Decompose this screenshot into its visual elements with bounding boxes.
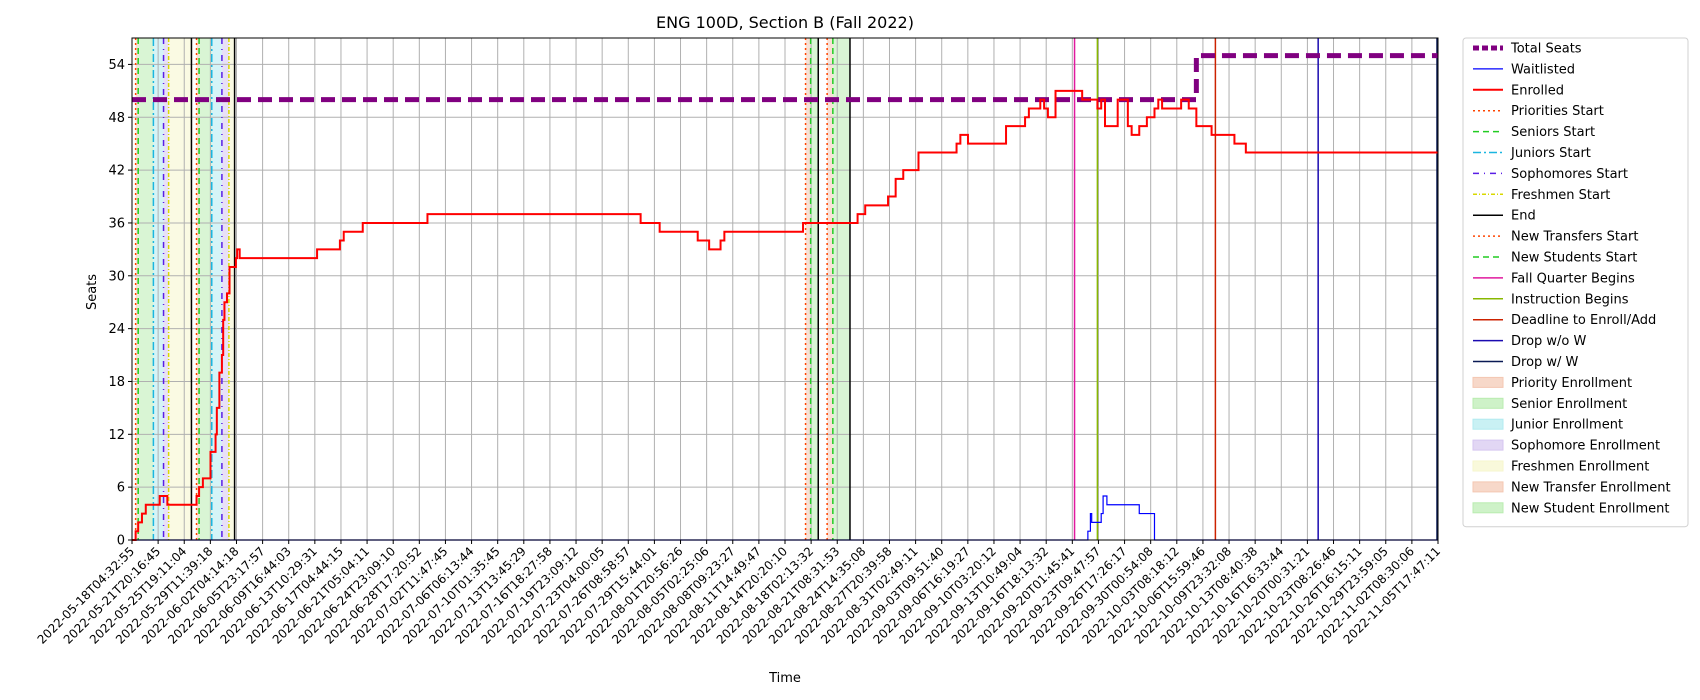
shade-priority-enrollment xyxy=(135,38,139,540)
legend-label-drop-w-w: Drop w/ W xyxy=(1511,355,1579,370)
y-tick-label: 6 xyxy=(117,481,125,496)
legend: Total Seats Waitlisted Enrolled Priorities … xyxy=(1462,37,1689,528)
legend-label-new-transfer-enrollment: New Transfer Enrollment xyxy=(1511,480,1671,495)
y-tick-label: 18 xyxy=(108,375,125,390)
legend-label-seniors-start: Seniors Start xyxy=(1511,125,1595,140)
shade-junior-enrollment xyxy=(211,38,222,540)
shade-senior-enrollment xyxy=(138,38,154,540)
shade-sophomore-enrollment xyxy=(163,38,169,540)
shade-freshmen-enrollment xyxy=(228,38,235,540)
legend-label-end: End xyxy=(1511,209,1536,224)
legend-label-drop-w-o-w: Drop w/o W xyxy=(1511,334,1587,349)
shade-freshmen-enrollment xyxy=(168,38,192,540)
legend-label-new-transfers-start: New Transfers Start xyxy=(1511,230,1638,245)
legend-swatch-sophomore-enrollment xyxy=(1472,439,1504,451)
legend-label-instruction-begins: Instruction Begins xyxy=(1511,292,1629,307)
y-tick-label: 12 xyxy=(108,428,125,443)
legend-label-freshmen-enrollment: Freshmen Enrollment xyxy=(1511,460,1649,475)
legend-swatch-junior-enrollment xyxy=(1472,418,1504,430)
legend-label-sophomore-enrollment: Sophomore Enrollment xyxy=(1511,439,1660,454)
legend-label-priority-enrollment: Priority Enrollment xyxy=(1511,376,1632,391)
enrollment-period-shading xyxy=(135,38,850,540)
legend-swatch-new-transfer-enrollment xyxy=(1472,481,1504,493)
legend-label-deadline-to-enroll-add: Deadline to Enroll/Add xyxy=(1511,313,1656,328)
legend-label-freshmen-start: Freshmen Start xyxy=(1511,188,1610,203)
series-line-enrolled xyxy=(132,89,1438,541)
y-axis-label: Seats xyxy=(85,274,100,310)
y-tick-label: 48 xyxy=(108,111,125,126)
legend-label-enrolled: Enrolled xyxy=(1511,83,1564,98)
legend-label-junior-enrollment: Junior Enrollment xyxy=(1510,418,1623,433)
y-tick-label: 0 xyxy=(117,534,125,549)
series-line-waitlisted xyxy=(132,495,1438,541)
series-lines xyxy=(132,53,1438,541)
grid-lines xyxy=(131,38,1439,541)
legend-label-senior-enrollment: Senior Enrollment xyxy=(1511,397,1627,412)
shade-new-transfer-enrollment xyxy=(827,38,833,540)
chart-title: ENG 100D, Section B (Fall 2022) xyxy=(656,13,914,32)
legend-label-total-seats: Total Seats xyxy=(1510,42,1582,57)
y-axis-ticks: 0 6 12 18 24 30 36 42 48 54 xyxy=(108,58,132,549)
y-tick-label: 54 xyxy=(108,58,125,73)
event-lines xyxy=(134,38,1438,540)
legend-swatch-senior-enrollment xyxy=(1472,397,1504,409)
shade-new-student-enrollment xyxy=(832,38,850,540)
shade-new-student-enrollment xyxy=(810,38,819,540)
shade-sophomore-enrollment xyxy=(221,38,229,540)
legend-label-new-students-start: New Students Start xyxy=(1511,251,1637,266)
legend-swatch-priority-enrollment xyxy=(1472,376,1504,388)
y-tick-label: 42 xyxy=(108,164,125,179)
legend-swatch-freshmen-enrollment xyxy=(1472,460,1504,472)
y-tick-label: 36 xyxy=(108,216,125,231)
legend-box xyxy=(1462,37,1689,528)
y-tick-label: 24 xyxy=(108,322,125,337)
legend-label-waitlisted: Waitlisted xyxy=(1511,62,1575,77)
legend-label-fall-quarter-begins: Fall Quarter Begins xyxy=(1511,271,1635,286)
legend-label-new-student-enrollment: New Student Enrollment xyxy=(1511,501,1669,516)
legend-swatch-new-student-enrollment xyxy=(1472,502,1504,514)
series-line-total-seats xyxy=(132,53,1438,103)
shade-new-transfer-enrollment xyxy=(805,38,811,540)
x-axis-ticks: 2022-05-18T04:32:552022-05-21T20:16:4520… xyxy=(35,540,1443,647)
y-tick-label: 30 xyxy=(108,269,125,284)
x-axis-label: Time xyxy=(768,671,801,686)
legend-label-sophomores-start: Sophomores Start xyxy=(1511,167,1628,182)
shade-senior-enrollment xyxy=(199,38,212,540)
legend-label-priorities-start: Priorities Start xyxy=(1511,104,1604,119)
legend-label-juniors-start: Juniors Start xyxy=(1510,146,1591,161)
shade-priority-enrollment xyxy=(196,38,200,540)
